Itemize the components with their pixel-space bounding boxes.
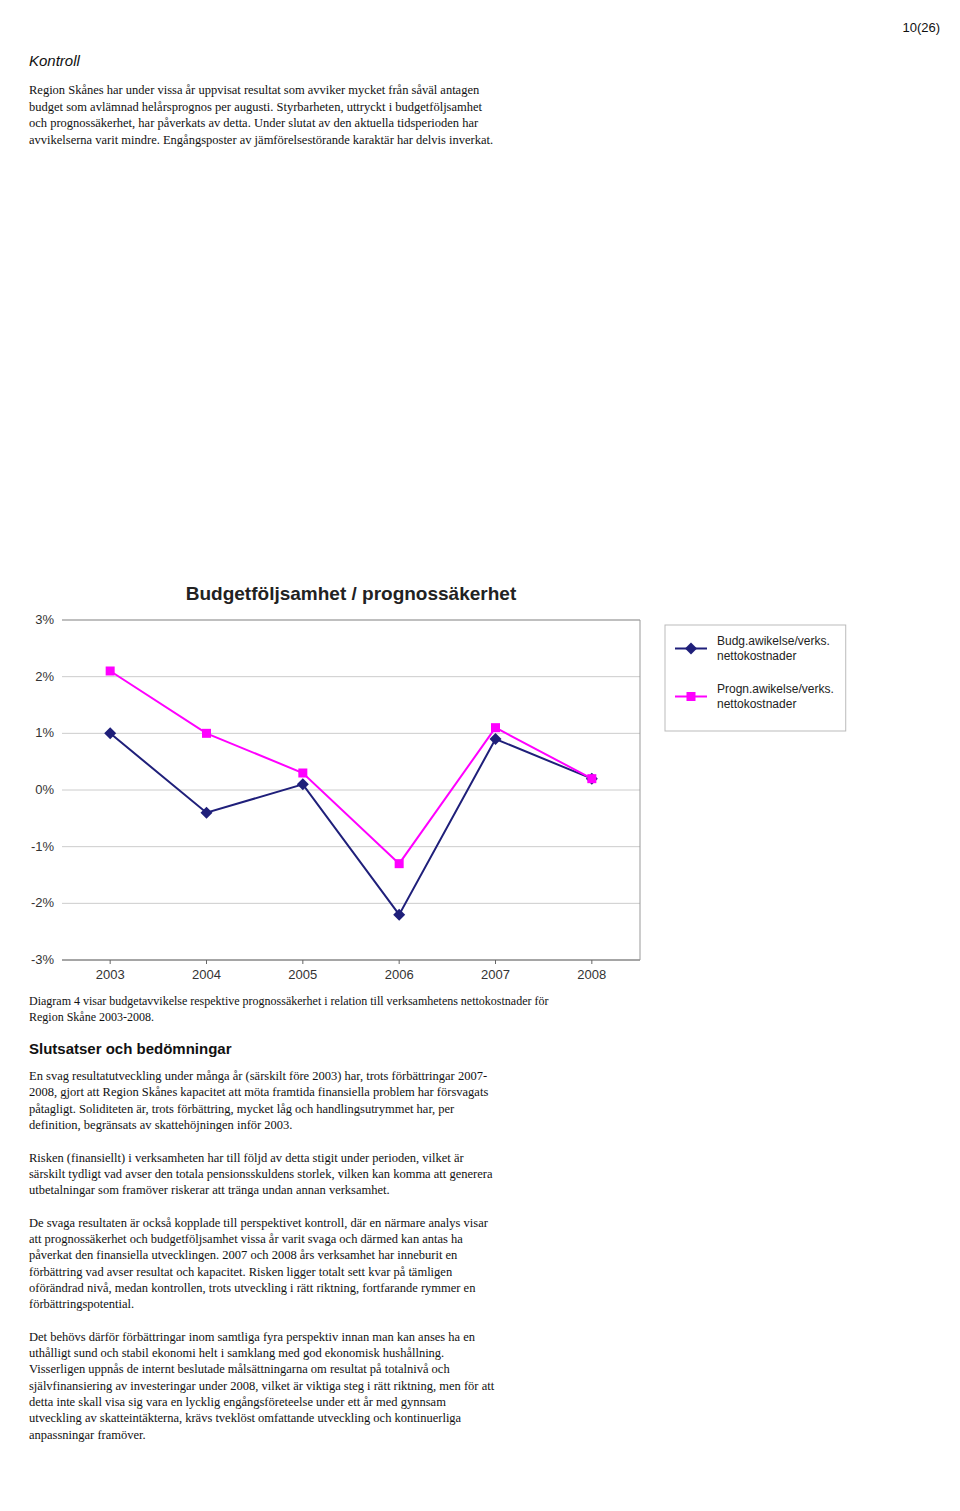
x-tick bbox=[399, 960, 400, 964]
point bbox=[491, 723, 500, 732]
text-line: nettokostnader bbox=[717, 697, 796, 711]
x-tick bbox=[495, 960, 496, 964]
point bbox=[106, 667, 115, 676]
text-line: utveckling av skatteintäkterna, krävs tv… bbox=[29, 1411, 462, 1425]
text-line: Diagram 4 visar budgetavvikelse respekti… bbox=[29, 994, 549, 1008]
text-line: och prognossäkerhet, har påverkats av de… bbox=[29, 116, 479, 130]
text-line: 2008, gjort att Region Skånes kapacitet … bbox=[29, 1085, 488, 1099]
series-line bbox=[110, 671, 592, 864]
text-line: påtagligt. Soliditeten är, trots förbätt… bbox=[29, 1102, 455, 1116]
text-line: att prognossäkerhet och budgetföljsamhet… bbox=[29, 1232, 463, 1246]
grid-line bbox=[62, 733, 640, 734]
text-line: avvikelserna varit mindre. Engångsposter… bbox=[29, 133, 493, 147]
point bbox=[587, 774, 596, 783]
section-heading: Kontroll bbox=[29, 52, 81, 69]
chart-title: Budgetföljsamhet / prognossäkerhet bbox=[186, 583, 517, 604]
y-tick-label: -1% bbox=[31, 839, 55, 854]
text-line: utbetalningar som framöver riskerar att … bbox=[29, 1183, 390, 1197]
point bbox=[297, 778, 309, 790]
text-line: förbättringspotential. bbox=[29, 1297, 134, 1311]
body-text: En svag resultatutveckling under många å… bbox=[29, 1069, 495, 1442]
x-axis-line bbox=[62, 960, 640, 961]
text-line: Det behövs därför förbättringar inom sam… bbox=[29, 1330, 476, 1344]
legend-label: Progn.awikelse/verks.nettokostnader bbox=[717, 682, 834, 711]
y-tick-label: -2% bbox=[31, 895, 55, 910]
text-line: 10(26) bbox=[902, 20, 940, 35]
page-number: 10(26) bbox=[902, 20, 940, 35]
legend: Budg.awikelse/verks.nettokostnaderProgn.… bbox=[665, 625, 846, 731]
x-tick bbox=[206, 960, 207, 964]
grid-line bbox=[62, 790, 640, 791]
x-tick bbox=[110, 960, 111, 964]
legend-swatch-marker bbox=[685, 643, 697, 655]
grid-line bbox=[62, 960, 640, 961]
text-line: särskilt tydligt vad avser den totala pe… bbox=[29, 1167, 493, 1181]
text-line: förbättring vad avser resultat och kapac… bbox=[29, 1265, 453, 1279]
x-tick-label: 2008 bbox=[577, 967, 606, 982]
text-line: påverkat den finansiella utvecklingen. 2… bbox=[29, 1248, 458, 1262]
series bbox=[106, 667, 597, 869]
x-tick-label: 2006 bbox=[385, 967, 414, 982]
x-tick bbox=[591, 960, 592, 964]
text-line: Region Skåne 2003-2008. bbox=[29, 1010, 154, 1024]
text-line: självfinansiering av investeringar under… bbox=[29, 1379, 495, 1393]
caption: Diagram 4 visar budgetavvikelse respekti… bbox=[29, 994, 549, 1024]
text-line: Budg.awikelse/verks. bbox=[717, 634, 830, 648]
text-line: nettokostnader bbox=[717, 649, 796, 663]
text-line: En svag resultatutveckling under många å… bbox=[29, 1069, 487, 1083]
y-tick-label: 2% bbox=[35, 669, 54, 684]
legend-swatch-marker bbox=[687, 692, 696, 701]
text-line: Kontroll bbox=[29, 52, 81, 69]
text-line: De svaga resultaten är också kopplade ti… bbox=[29, 1216, 489, 1230]
text-line: uthålligt sund och stabil ekonomi helt i… bbox=[29, 1346, 444, 1360]
text-line: Risken (finansiellt) i verksamheten har … bbox=[29, 1151, 464, 1165]
x-tick-label: 2005 bbox=[288, 967, 317, 982]
grid-line bbox=[62, 846, 640, 847]
series-line bbox=[110, 733, 592, 914]
y-tick-label: -3% bbox=[31, 952, 55, 967]
text-line: detta inte skall visa sig vara en lyckli… bbox=[29, 1395, 446, 1409]
legend-box bbox=[665, 625, 846, 731]
point bbox=[393, 909, 405, 921]
point bbox=[395, 859, 404, 868]
text-line: budget som avlämnad helårsprognos per au… bbox=[29, 100, 483, 114]
grid-line bbox=[62, 620, 640, 621]
x-tick-label: 2003 bbox=[96, 967, 125, 982]
text-line: Progn.awikelse/verks. bbox=[717, 682, 834, 696]
point bbox=[298, 769, 307, 778]
y-tick-label: 3% bbox=[35, 612, 54, 627]
text-line: Region Skånes har under vissa år uppvisa… bbox=[29, 83, 480, 97]
point bbox=[104, 727, 116, 739]
y-grid bbox=[62, 620, 640, 960]
text-line: anpassningar framöver. bbox=[29, 1428, 146, 1442]
plot-data bbox=[104, 667, 598, 921]
text-line: Visserligen uppnås de internt beslutade … bbox=[29, 1362, 450, 1376]
plot-frame-top bbox=[62, 620, 640, 621]
x-tick-label: 2007 bbox=[481, 967, 510, 982]
legend-label: Budg.awikelse/verks.nettokostnader bbox=[717, 634, 830, 663]
point bbox=[202, 729, 211, 738]
x-tick bbox=[302, 960, 303, 964]
page: Budgetföljsamhet / prognossäkerhet -3% -2%… bbox=[0, 0, 960, 1511]
y-tick-label: 1% bbox=[35, 725, 54, 740]
section-heading: Slutsatser och bedömningar bbox=[29, 1040, 232, 1057]
text-line: oförändrad nivå, medan kontrollen, trots… bbox=[29, 1281, 476, 1295]
grid-line bbox=[62, 676, 640, 677]
plot-frame-right bbox=[640, 620, 641, 960]
text-line: definition, begränsats av skattehöjninge… bbox=[29, 1118, 292, 1132]
x-tick-label: 2004 bbox=[192, 967, 221, 982]
series bbox=[104, 727, 598, 920]
point bbox=[201, 807, 213, 819]
grid-line bbox=[62, 903, 640, 904]
text-line: Slutsatser och bedömningar bbox=[29, 1040, 232, 1057]
background bbox=[0, 0, 960, 1511]
point bbox=[586, 773, 598, 785]
y-tick-label: 0% bbox=[35, 782, 54, 797]
body-text: Region Skånes har under vissa år uppvisa… bbox=[29, 83, 493, 147]
